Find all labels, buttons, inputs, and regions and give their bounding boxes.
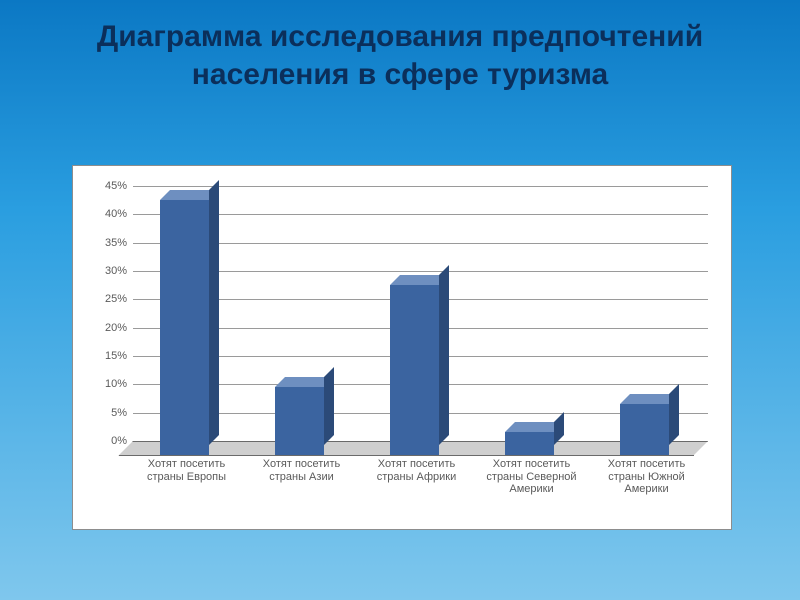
chart-card: 0%5%10%15%20%25%30%35%40%45% Хотят посет…	[72, 165, 732, 530]
bar-front	[160, 200, 209, 455]
bar-side	[209, 180, 219, 445]
chart-floor-edge	[119, 455, 694, 456]
x-tick-label: Хотят посетить страны Азии	[244, 458, 359, 483]
slide-title: Диаграмма исследования предпочтений насе…	[0, 0, 800, 93]
y-tick-label: 35%	[105, 237, 133, 249]
bar-side	[669, 384, 679, 445]
y-tick-label: 15%	[105, 350, 133, 362]
bar-front	[390, 285, 439, 455]
slide: Диаграмма исследования предпочтений насе…	[0, 0, 800, 600]
bar-side	[439, 265, 449, 445]
y-tick-label: 25%	[105, 293, 133, 305]
y-tick-label: 20%	[105, 322, 133, 334]
bar-side	[324, 367, 334, 445]
y-tick-label: 30%	[105, 265, 133, 277]
bar	[275, 387, 324, 455]
bar	[505, 432, 554, 455]
x-tick-label: Хотят посетить страны Южной Америки	[589, 458, 704, 496]
x-tick-label: Хотят посетить страны Европы	[129, 458, 244, 483]
bar-front	[275, 387, 324, 455]
x-tick-label: Хотят посетить страны Африки	[359, 458, 474, 483]
y-tick-label: 5%	[111, 407, 133, 419]
bar	[160, 200, 209, 455]
chart-plot: 0%5%10%15%20%25%30%35%40%45%	[133, 186, 708, 441]
bar-front	[620, 404, 669, 455]
y-tick-label: 10%	[105, 378, 133, 390]
x-tick-label: Хотят посетить страны Северной Америки	[474, 458, 589, 496]
chart-bars	[133, 186, 708, 441]
bar	[620, 404, 669, 455]
y-tick-label: 40%	[105, 208, 133, 220]
bar-side	[554, 412, 564, 445]
y-tick-label: 45%	[105, 180, 133, 192]
bar	[390, 285, 439, 455]
bar-front	[505, 432, 554, 455]
